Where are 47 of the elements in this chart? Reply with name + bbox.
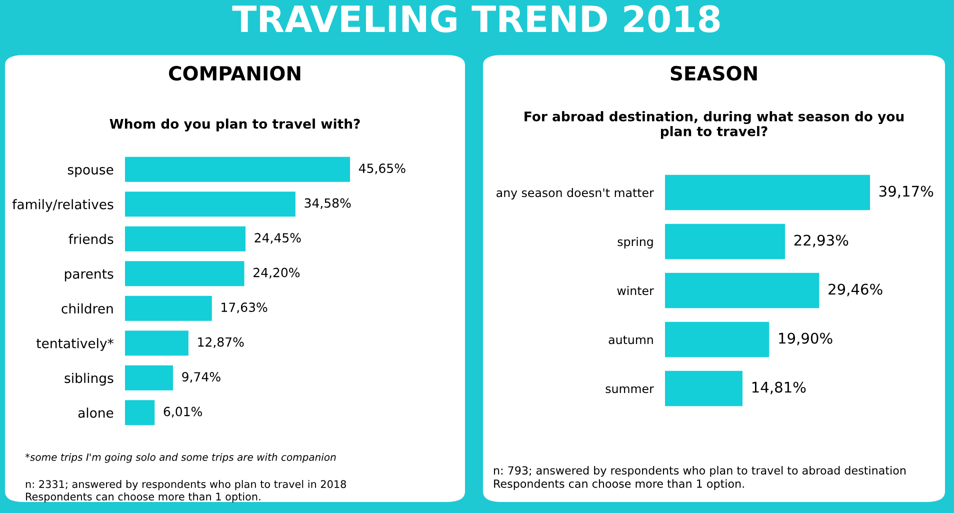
y-tick-label: siblings (64, 372, 114, 386)
bar (665, 224, 786, 260)
data-label: 19,90% (779, 332, 832, 346)
y-tick-label: family/relatives (12, 199, 114, 212)
data-label: 24,20% (254, 268, 300, 279)
data-label: 17,63% (222, 302, 268, 314)
text: n: 2331; answered by respondents who plan to travel in 2018 Respondents can choose more than 1 option. (26, 480, 346, 503)
y-tick-label: tentatively* (36, 338, 114, 351)
data-label: 24,45% (254, 233, 301, 244)
chart-subtitle: For abroad destination, during what season do you plan to travel? (524, 111, 904, 139)
bar (665, 322, 770, 358)
data-label: 6,01% (164, 406, 202, 418)
text: *some trips I'm going solo and some trips are with companion (25, 453, 336, 463)
y-tick-label: alone (78, 408, 114, 418)
bar (665, 370, 743, 406)
bar (125, 192, 296, 217)
y-tick-label: parents (64, 269, 114, 282)
y-tick-label: spring (618, 237, 653, 248)
y-tick-label: spouse (68, 167, 114, 178)
chart-title: SEASON (670, 66, 757, 81)
chart-subtitle: Whom do you plan to travel with? (110, 118, 360, 132)
bar (125, 261, 244, 286)
data-label: 39,17% (879, 186, 934, 198)
data-label: 9,74% (182, 372, 220, 383)
data-label: 29,46% (828, 284, 882, 296)
data-label: 12,87% (198, 337, 244, 348)
bar (125, 400, 155, 426)
y-tick-label: summer (606, 386, 654, 394)
data-label: 14,81% (752, 382, 806, 394)
bar (125, 156, 350, 182)
bar (125, 365, 174, 390)
y-tick-label: friends (68, 234, 114, 244)
bar (665, 174, 870, 210)
data-label: 22,93% (794, 234, 848, 248)
data-label: 45,65% (358, 164, 406, 174)
bar (125, 296, 212, 321)
chart-title: COMPANION (168, 66, 300, 81)
text: TRAVELING TREND 2018 (232, 5, 720, 32)
y-tick-label: autumn (608, 336, 653, 344)
y-tick-label: children (62, 303, 113, 314)
bar (125, 330, 188, 356)
y-tick-label: any season doesn't matter (496, 188, 654, 200)
bar (125, 226, 246, 252)
text: n: 793; answered by respondents who plan to travel to abroad destination Respondents can choose more than 1 option. (494, 466, 906, 490)
y-tick-label: winter (617, 286, 654, 296)
data-label: 34,58% (304, 198, 351, 210)
bar (665, 272, 820, 308)
